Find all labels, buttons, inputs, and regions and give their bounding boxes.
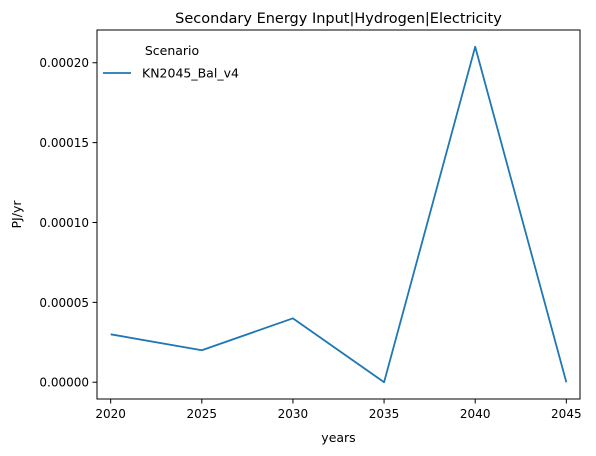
x-tick-label: 2020 (95, 407, 126, 421)
series-line (110, 45, 568, 384)
x-tick-label: 2030 (278, 407, 309, 421)
x-tick-label: 2025 (187, 407, 218, 421)
y-tick-label: 0.00000 (39, 376, 89, 390)
legend-title: Scenario (145, 43, 199, 58)
y-tick-label: 0.00005 (39, 296, 89, 310)
y-tick-label: 0.00010 (39, 216, 89, 230)
x-axis: 2020 2025 2030 2035 2040 2045 (95, 399, 582, 421)
y-axis-label: PJ/yr (9, 200, 24, 229)
legend-entry-label: KN2045_Bal_v4 (142, 66, 239, 81)
plot-area (96, 29, 581, 400)
x-axis-label: years (321, 430, 355, 445)
series-layer (110, 45, 568, 384)
chart-title: Secondary Energy Input|Hydrogen|Electric… (175, 11, 502, 27)
y-axis: 0.00000 0.00005 0.00010 0.00015 0.00020 (39, 56, 97, 390)
y-tick-label: 0.00015 (39, 136, 89, 150)
y-tick-label: 0.00020 (39, 56, 89, 70)
x-tick-label: 2035 (369, 407, 400, 421)
x-tick-label: 2045 (551, 407, 582, 421)
x-tick-label: 2040 (460, 407, 491, 421)
legend: Scenario KN2045_Bal_v4 (103, 43, 239, 81)
plot-frame (96, 29, 581, 400)
